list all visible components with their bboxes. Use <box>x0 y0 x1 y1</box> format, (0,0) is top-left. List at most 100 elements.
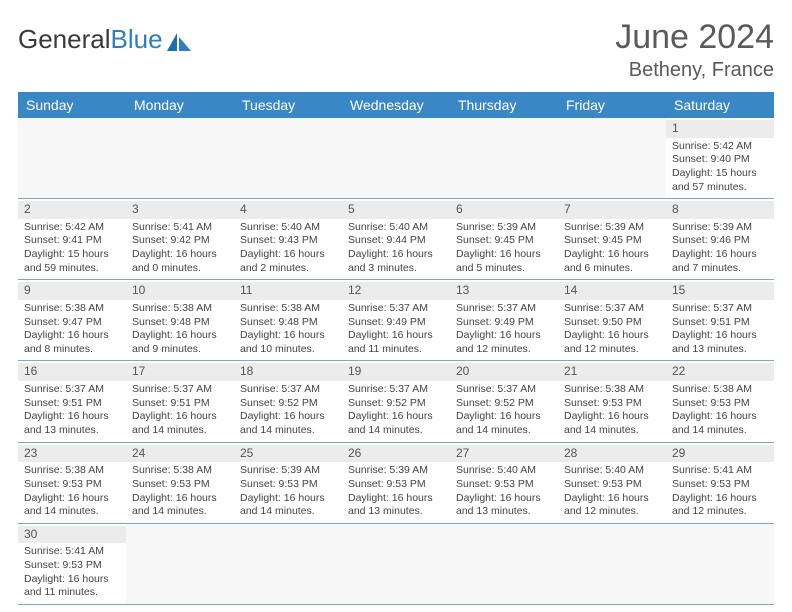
day-number: 26 <box>342 445 450 463</box>
sunrise-line: Sunrise: 5:38 AM <box>564 383 660 397</box>
calendar-cell: 26Sunrise: 5:39 AMSunset: 9:53 PMDayligh… <box>342 443 450 524</box>
day-number: 27 <box>450 445 558 463</box>
sunrise-line: Sunrise: 5:39 AM <box>564 221 660 235</box>
daylight-line: Daylight: 16 hours and 12 minutes. <box>564 329 660 356</box>
sunset-line: Sunset: 9:40 PM <box>672 153 768 167</box>
brand-logo: GeneralBlue <box>18 24 193 55</box>
daylight-line: Daylight: 16 hours and 14 minutes. <box>564 410 660 437</box>
calendar-cell: 19Sunrise: 5:37 AMSunset: 9:52 PMDayligh… <box>342 361 450 442</box>
sunset-line: Sunset: 9:49 PM <box>348 316 444 330</box>
calendar-cell: 28Sunrise: 5:40 AMSunset: 9:53 PMDayligh… <box>558 443 666 524</box>
sunset-line: Sunset: 9:53 PM <box>348 478 444 492</box>
calendar-cell: 17Sunrise: 5:37 AMSunset: 9:51 PMDayligh… <box>126 361 234 442</box>
weekday-label: Monday <box>126 92 234 118</box>
day-number: 4 <box>234 201 342 219</box>
sunrise-line: Sunrise: 5:40 AM <box>240 221 336 235</box>
calendar-cell <box>18 118 126 199</box>
sunrise-line: Sunrise: 5:37 AM <box>132 383 228 397</box>
sunset-line: Sunset: 9:48 PM <box>132 316 228 330</box>
sunrise-line: Sunrise: 5:38 AM <box>672 383 768 397</box>
calendar-cell: 30Sunrise: 5:41 AMSunset: 9:53 PMDayligh… <box>18 524 126 605</box>
calendar-cell: 1Sunrise: 5:42 AMSunset: 9:40 PMDaylight… <box>666 118 774 199</box>
weekday-label: Saturday <box>666 92 774 118</box>
daylight-line: Daylight: 16 hours and 2 minutes. <box>240 248 336 275</box>
sunset-line: Sunset: 9:53 PM <box>24 478 120 492</box>
sunrise-line: Sunrise: 5:41 AM <box>132 221 228 235</box>
day-number: 5 <box>342 201 450 219</box>
sunset-line: Sunset: 9:41 PM <box>24 234 120 248</box>
calendar-cell: 7Sunrise: 5:39 AMSunset: 9:45 PMDaylight… <box>558 199 666 280</box>
sunrise-line: Sunrise: 5:39 AM <box>456 221 552 235</box>
header: GeneralBlue June 2024 Betheny, France <box>18 18 774 82</box>
calendar-cell <box>558 118 666 199</box>
sunrise-line: Sunrise: 5:37 AM <box>456 302 552 316</box>
daylight-line: Daylight: 16 hours and 9 minutes. <box>132 329 228 356</box>
calendar-cell: 16Sunrise: 5:37 AMSunset: 9:51 PMDayligh… <box>18 361 126 442</box>
calendar-cell: 29Sunrise: 5:41 AMSunset: 9:53 PMDayligh… <box>666 443 774 524</box>
calendar-cell <box>450 524 558 605</box>
daylight-line: Daylight: 16 hours and 14 minutes. <box>240 410 336 437</box>
sunrise-line: Sunrise: 5:37 AM <box>672 302 768 316</box>
calendar-cell: 14Sunrise: 5:37 AMSunset: 9:50 PMDayligh… <box>558 280 666 361</box>
calendar-cell: 27Sunrise: 5:40 AMSunset: 9:53 PMDayligh… <box>450 443 558 524</box>
calendar-cell <box>234 118 342 199</box>
weekday-label: Thursday <box>450 92 558 118</box>
sunset-line: Sunset: 9:53 PM <box>132 478 228 492</box>
calendar-cell: 9Sunrise: 5:38 AMSunset: 9:47 PMDaylight… <box>18 280 126 361</box>
day-number: 29 <box>666 445 774 463</box>
calendar-grid: 1 Sunrise: 5:42 AM Sunset: 9:40 PM Daylight… <box>18 118 774 605</box>
day-number: 17 <box>126 363 234 381</box>
daylight-line: Daylight: 16 hours and 12 minutes. <box>672 492 768 519</box>
sunset-line: Sunset: 9:53 PM <box>24 559 120 573</box>
sunset-line: Sunset: 9:53 PM <box>672 478 768 492</box>
sunset-line: Sunset: 9:48 PM <box>240 316 336 330</box>
day-number: 20 <box>450 363 558 381</box>
weekday-header: SundayMondayTuesdayWednesdayThursdayFrid… <box>18 92 774 118</box>
calendar-cell: 15Sunrise: 5:37 AMSunset: 9:51 PMDayligh… <box>666 280 774 361</box>
day-number: 13 <box>450 282 558 300</box>
calendar-cell: 6Sunrise: 5:39 AMSunset: 9:45 PMDaylight… <box>450 199 558 280</box>
daylight-line: Daylight: 16 hours and 13 minutes. <box>456 492 552 519</box>
sunrise-line: Sunrise: 5:37 AM <box>240 383 336 397</box>
sunset-line: Sunset: 9:49 PM <box>456 316 552 330</box>
calendar-cell <box>450 118 558 199</box>
sunrise-line: Sunrise: 5:42 AM <box>24 221 120 235</box>
daylight-line: Daylight: 16 hours and 11 minutes. <box>24 573 120 600</box>
daylight-line: Daylight: 16 hours and 14 minutes. <box>240 492 336 519</box>
calendar-cell: 8Sunrise: 5:39 AMSunset: 9:46 PMDaylight… <box>666 199 774 280</box>
sunrise-line: Sunrise: 5:40 AM <box>456 464 552 478</box>
sunrise-line: Sunrise: 5:41 AM <box>24 545 120 559</box>
sunset-line: Sunset: 9:53 PM <box>672 397 768 411</box>
sunrise-line: Sunrise: 5:41 AM <box>672 464 768 478</box>
calendar-cell <box>558 524 666 605</box>
day-number: 8 <box>666 201 774 219</box>
calendar-cell <box>126 118 234 199</box>
daylight-line: Daylight: 16 hours and 13 minutes. <box>24 410 120 437</box>
calendar-cell: 13Sunrise: 5:37 AMSunset: 9:49 PMDayligh… <box>450 280 558 361</box>
sunset-line: Sunset: 9:53 PM <box>240 478 336 492</box>
day-number: 21 <box>558 363 666 381</box>
daylight-line: Daylight: 16 hours and 14 minutes. <box>132 410 228 437</box>
sunrise-line: Sunrise: 5:40 AM <box>348 221 444 235</box>
sunset-line: Sunset: 9:52 PM <box>456 397 552 411</box>
weekday-label: Wednesday <box>342 92 450 118</box>
sunset-line: Sunset: 9:42 PM <box>132 234 228 248</box>
calendar-cell <box>234 524 342 605</box>
sunrise-line: Sunrise: 5:39 AM <box>240 464 336 478</box>
daylight-line: Daylight: 16 hours and 13 minutes. <box>672 329 768 356</box>
sunset-line: Sunset: 9:47 PM <box>24 316 120 330</box>
calendar-cell: 18Sunrise: 5:37 AMSunset: 9:52 PMDayligh… <box>234 361 342 442</box>
calendar-cell: 5Sunrise: 5:40 AMSunset: 9:44 PMDaylight… <box>342 199 450 280</box>
sunset-line: Sunset: 9:50 PM <box>564 316 660 330</box>
daylight-line: Daylight: 16 hours and 11 minutes. <box>348 329 444 356</box>
sail-icon <box>165 31 193 53</box>
weekday-label: Tuesday <box>234 92 342 118</box>
sunset-line: Sunset: 9:45 PM <box>456 234 552 248</box>
sunset-line: Sunset: 9:52 PM <box>240 397 336 411</box>
day-number: 11 <box>234 282 342 300</box>
weekday-label: Sunday <box>18 92 126 118</box>
day-number: 24 <box>126 445 234 463</box>
day-number: 1 <box>666 120 774 138</box>
calendar-cell <box>342 524 450 605</box>
day-number: 3 <box>126 201 234 219</box>
